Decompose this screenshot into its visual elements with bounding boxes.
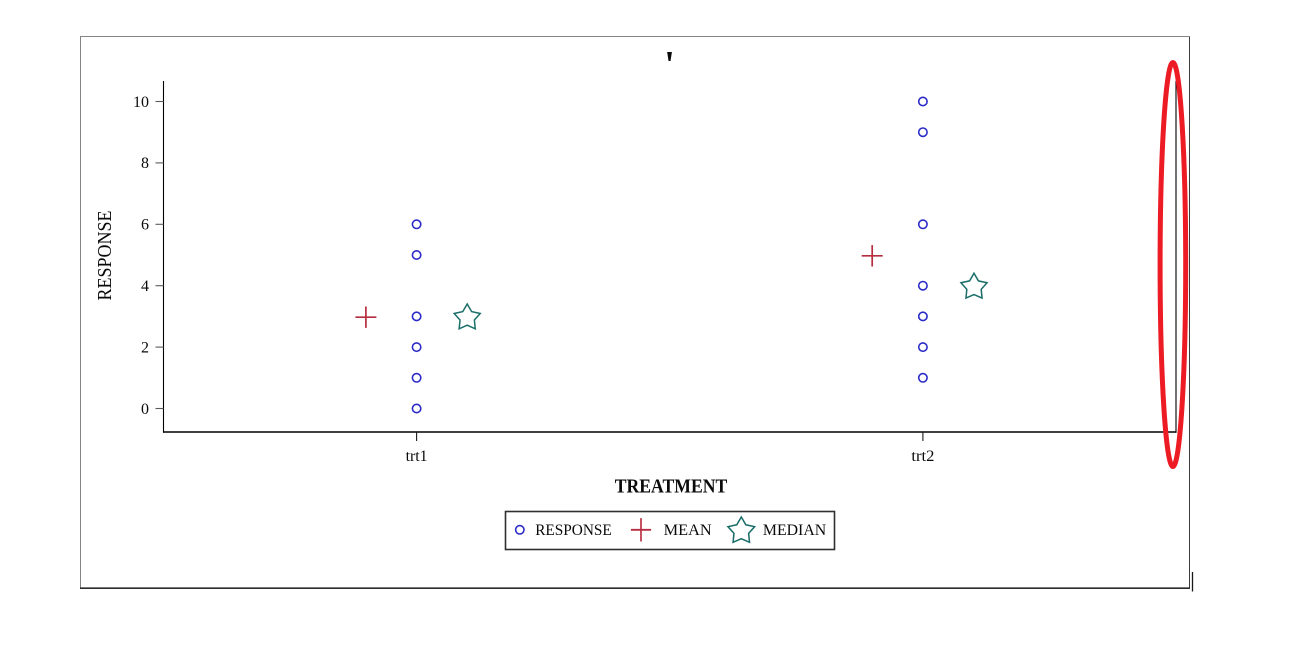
svg-text:TREATMENT: TREATMENT (615, 475, 728, 497)
svg-text:2: 2 (141, 339, 149, 356)
svg-text:0: 0 (141, 401, 149, 418)
svg-text:MEAN: MEAN (664, 522, 712, 539)
svg-text:RESPONSE: RESPONSE (94, 211, 116, 301)
svg-text:': ' (664, 44, 675, 86)
svg-text:trt2: trt2 (911, 448, 934, 465)
svg-text:RESPONSE: RESPONSE (535, 522, 612, 539)
svg-text:6: 6 (141, 217, 149, 234)
svg-text:trt1: trt1 (406, 448, 428, 465)
svg-text:MEDIAN: MEDIAN (763, 522, 827, 539)
svg-text:4: 4 (141, 278, 149, 295)
svg-text:10: 10 (133, 94, 149, 111)
svg-text:8: 8 (141, 155, 149, 172)
